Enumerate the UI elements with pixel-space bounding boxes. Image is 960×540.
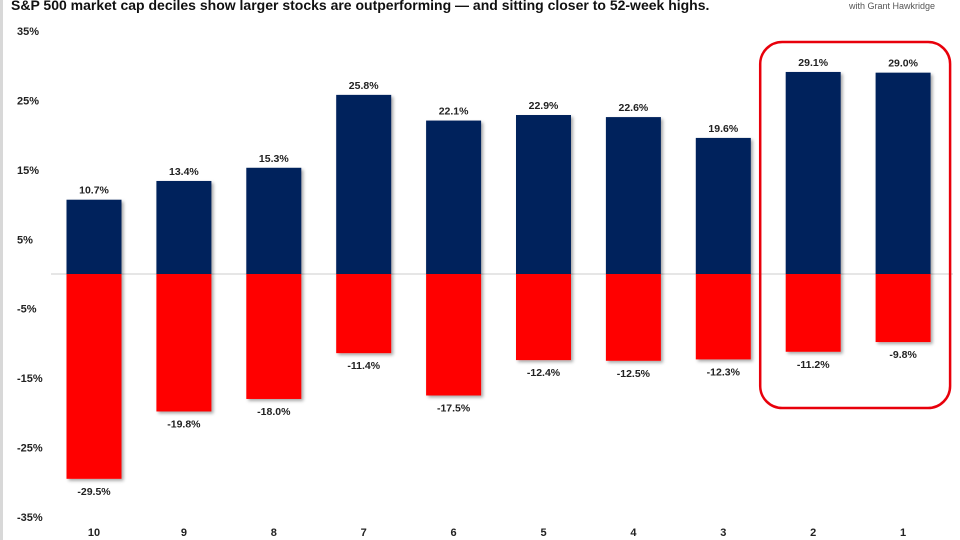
data-label: -11.4%: [347, 360, 380, 372]
x-tick-label: 2: [810, 527, 816, 539]
data-label: -12.5%: [617, 368, 651, 380]
x-tick-label: 7: [361, 527, 367, 539]
data-label: -19.8%: [167, 418, 201, 430]
data-label: -9.8%: [889, 349, 917, 361]
data-label: 29.1%: [798, 57, 828, 69]
bar-negative: [336, 274, 392, 354]
bar-positive: [785, 71, 841, 274]
x-tick-label: 5: [540, 527, 546, 539]
data-label: -18.0%: [257, 406, 291, 418]
bar-negative: [695, 274, 751, 360]
data-label: 19.6%: [708, 123, 738, 135]
bar-negative: [875, 274, 931, 343]
y-tick-label: 25%: [17, 95, 39, 107]
bar-negative: [605, 274, 661, 361]
data-label: 25.8%: [349, 80, 379, 92]
chart-title: S&P 500 market cap deciles show larger s…: [11, 0, 710, 13]
y-tick-label: -5%: [17, 304, 37, 316]
x-tick-label: 8: [271, 527, 277, 539]
data-label: -12.3%: [707, 366, 741, 378]
bar-negative: [246, 274, 302, 399]
bar-positive: [516, 115, 571, 274]
bar-positive: [605, 117, 661, 274]
data-label: 15.3%: [259, 153, 289, 165]
highlight-box: [758, 40, 952, 410]
bar-negative: [156, 274, 212, 412]
y-tick-label: 5%: [17, 234, 33, 246]
bar-negative: [516, 274, 571, 361]
x-tick-label: 9: [181, 527, 187, 539]
bar-positive: [66, 199, 122, 274]
bar-positive: [695, 137, 751, 274]
x-tick-label: 10: [88, 527, 100, 539]
y-tick-label: -15%: [17, 373, 43, 385]
bar-positive: [246, 167, 302, 274]
data-label: 10.7%: [79, 185, 109, 197]
x-tick-label: 6: [451, 527, 457, 539]
data-label: -29.5%: [77, 486, 111, 498]
bar-positive: [875, 72, 931, 275]
bar-negative: [66, 274, 122, 479]
bar-negative: [426, 274, 482, 396]
x-tick-label: 1: [900, 527, 906, 539]
data-label: 22.9%: [529, 100, 559, 112]
y-tick-label: 15%: [17, 165, 39, 177]
bar-positive: [156, 180, 212, 274]
y-tick-label: 35%: [17, 26, 39, 38]
bar-chart: 35% 25% 15% 5% -5% -15% -25% -35% 10.7% -29.5% 10 1…: [17, 26, 953, 539]
bar-positive: [426, 120, 482, 274]
x-tick-label: 4: [630, 527, 637, 539]
data-label: 13.4%: [169, 166, 199, 178]
data-label: 22.1%: [439, 106, 469, 118]
y-tick-label: -35%: [17, 512, 43, 524]
data-label: 29.0%: [888, 58, 918, 70]
bar-negative: [785, 274, 841, 352]
data-label: -11.2%: [797, 359, 830, 371]
data-label: 22.6%: [619, 102, 649, 114]
y-tick-label: -25%: [17, 443, 43, 455]
bar-positive: [336, 94, 392, 274]
x-tick-label: 3: [720, 527, 726, 539]
data-label: -17.5%: [437, 403, 471, 415]
credit-text: with Grant Hawkridge: [849, 1, 936, 11]
data-label: -12.4%: [527, 367, 561, 379]
